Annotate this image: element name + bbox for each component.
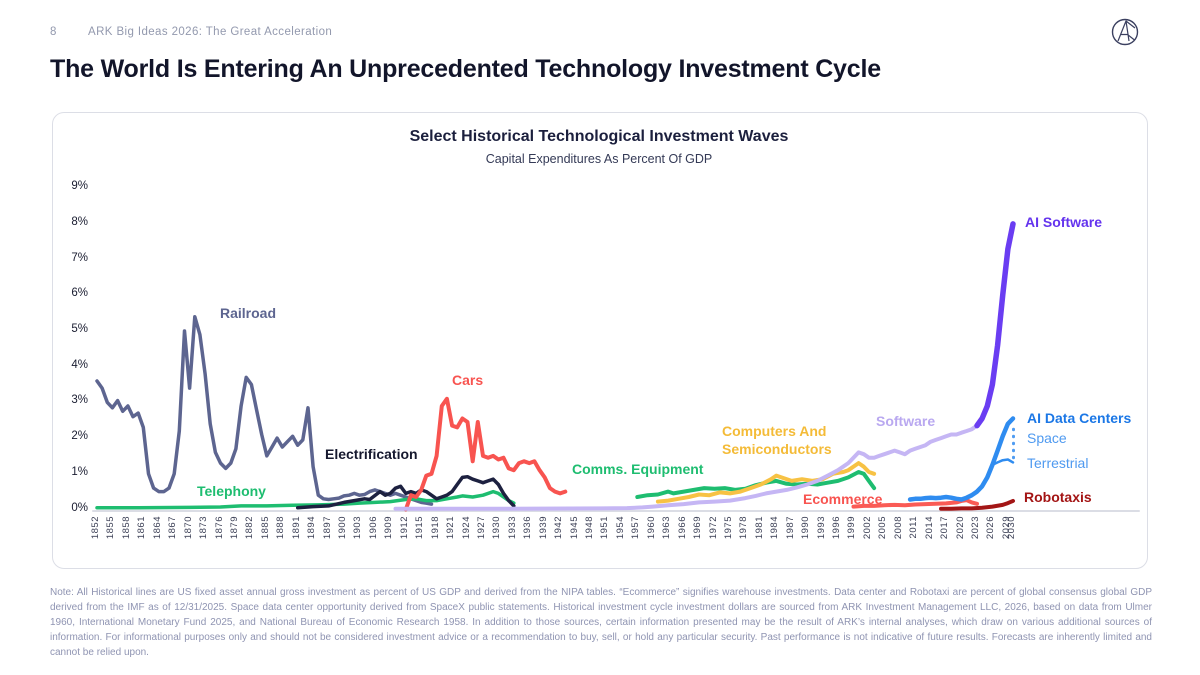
y-tick-label: 7% (71, 251, 88, 264)
x-tick-label: 1864 (151, 516, 163, 540)
x-tick-label: 1969 (692, 516, 704, 540)
x-tick-label: 1882 (244, 516, 256, 540)
chart-title: Select Historical Technological Investme… (409, 128, 789, 145)
y-tick-label: 2% (71, 430, 88, 443)
x-tick-label: 2008 (892, 516, 904, 540)
series-label-space: Space (1027, 430, 1067, 446)
x-tick-label: 1894 (306, 516, 318, 540)
x-tick-label: 1972 (707, 516, 719, 540)
x-tick-label: 2026 (985, 516, 997, 540)
x-tick-label: 2023 (969, 516, 981, 540)
y-tick-label: 6% (71, 287, 88, 300)
x-tick-label: 2005 (877, 516, 889, 540)
x-tick-label: 1936 (522, 516, 534, 540)
series-label-railroad: Railroad (220, 305, 277, 321)
y-tick-label: 5% (71, 323, 88, 335)
series-label-ecommerce: Ecommerce (803, 491, 883, 507)
x-tick-label: 1906 (367, 516, 379, 540)
x-tick-label: 2017 (939, 516, 951, 540)
y-tick-label: 8% (71, 215, 88, 228)
x-tick-label: 1852 (90, 516, 101, 540)
x-tick-label: 1990 (800, 516, 812, 540)
y-tick-label: 0% (71, 501, 88, 514)
x-tick-label: 1897 (321, 516, 333, 540)
x-tick-label: 1867 (167, 516, 179, 540)
x-tick-label: 1978 (738, 516, 750, 540)
x-tick-label: 1861 (136, 516, 148, 540)
x-tick-label: 1858 (120, 516, 132, 540)
header-title: ARK Big Ideas 2026: The Great Accelerati… (88, 26, 333, 38)
x-tick-label: 1960 (645, 516, 657, 540)
y-tick-label: 1% (71, 465, 88, 478)
x-tick-label: 2002 (861, 516, 873, 540)
footnote: Note: All Historical lines are US fixed … (50, 587, 1152, 658)
x-tick-label: 2020 (954, 516, 966, 540)
x-tick-label: 1993 (815, 516, 827, 540)
x-tick-label: 1948 (584, 516, 596, 540)
page-title: The World Is Entering An Unprecedented T… (50, 55, 881, 83)
series-label-telephony: Telephony (197, 483, 266, 499)
x-tick-label: 1873 (198, 516, 210, 540)
x-tick-label: 1888 (275, 516, 287, 540)
x-tick-label: 1918 (429, 516, 441, 540)
series-label-robotaxis: Robotaxis (1024, 489, 1092, 505)
x-tick-label: 1915 (414, 516, 426, 540)
x-tick-label: 1855 (105, 516, 117, 540)
x-tick-label: 1945 (568, 516, 580, 540)
x-tick-label: 1879 (228, 516, 240, 540)
x-tick-label: 2030 (1006, 516, 1017, 540)
x-tick-label: 1930 (491, 516, 503, 540)
series-label-ai-software: AI Software (1025, 214, 1103, 230)
x-tick-label: 1885 (259, 516, 271, 540)
x-tick-label: 1876 (213, 516, 225, 540)
chart-card (52, 112, 1148, 569)
page-number: 8 (50, 26, 57, 38)
x-tick-label: 1939 (537, 516, 549, 540)
x-tick-label: 1954 (614, 516, 626, 540)
x-tick-label: 1996 (831, 516, 843, 540)
x-tick-label: 1921 (445, 516, 457, 540)
x-tick-label: 1951 (599, 516, 611, 540)
x-tick-label: 2011 (908, 516, 920, 539)
series-label-terrestrial: Terrestrial (1027, 455, 1089, 471)
ark-logo-icon (1110, 17, 1140, 52)
x-tick-label: 1999 (846, 516, 858, 540)
series-label-electrification: Electrification (325, 446, 418, 462)
x-tick-label: 1933 (506, 516, 518, 540)
series-label-ai-data-centers: AI Data Centers (1027, 410, 1132, 426)
x-tick-label: 1891 (290, 516, 302, 540)
series-label-cars: Cars (452, 372, 484, 388)
y-tick-label: 9% (71, 180, 88, 193)
x-tick-label: 1942 (553, 516, 565, 540)
x-tick-label: 1900 (337, 516, 348, 540)
x-tick-label: 1924 (460, 516, 472, 540)
x-tick-label: 1963 (661, 516, 673, 540)
x-tick-label: 2014 (923, 516, 935, 540)
series-label-software: Software (876, 413, 936, 429)
y-tick-label: 4% (71, 358, 88, 371)
x-tick-label: 1984 (769, 516, 781, 540)
x-tick-label: 1987 (784, 516, 796, 540)
x-tick-label: 1957 (630, 516, 642, 540)
x-axis-baseline (92, 510, 1140, 512)
series-label-computers-semiconductors: Computers And Semiconductors (722, 423, 832, 457)
chart-subtitle: Capital Expenditures As Percent Of GDP (485, 152, 713, 166)
x-tick-label: 1909 (383, 516, 395, 540)
x-tick-label: 1903 (352, 516, 364, 540)
x-tick-label: 1912 (398, 516, 410, 540)
x-tick-label: 1975 (722, 516, 734, 540)
x-tick-label: 1981 (753, 516, 765, 540)
x-tick-label: 1927 (475, 516, 487, 540)
y-tick-label: 3% (71, 394, 88, 407)
series-label-comms-equipment: Comms. Equipment (572, 461, 704, 477)
x-tick-label: 1870 (182, 516, 194, 540)
x-tick-label: 1966 (676, 516, 688, 540)
